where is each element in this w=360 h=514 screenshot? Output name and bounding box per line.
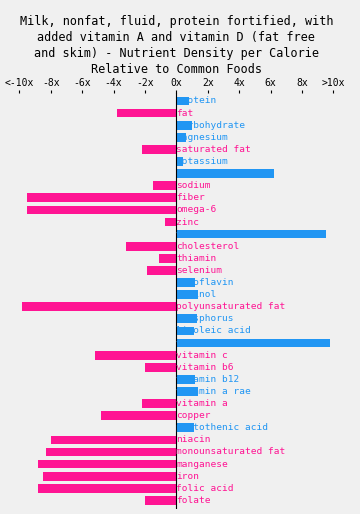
Bar — [176, 424, 194, 432]
Text: pantothenic acid: pantothenic acid — [176, 423, 269, 432]
Text: saturated fat: saturated fat — [176, 145, 251, 154]
Text: zinc: zinc — [176, 217, 199, 227]
Bar — [176, 121, 192, 130]
Text: calcium: calcium — [176, 169, 217, 178]
Text: omega-6: omega-6 — [176, 206, 217, 214]
Text: linoleic acid: linoleic acid — [176, 326, 251, 336]
Text: folic acid: folic acid — [176, 484, 234, 493]
Bar — [142, 145, 176, 154]
Text: copper: copper — [176, 411, 211, 420]
Bar — [117, 109, 176, 118]
Text: folate: folate — [176, 496, 211, 505]
Bar — [176, 375, 195, 384]
Bar — [176, 157, 183, 166]
Text: fiber: fiber — [176, 193, 205, 203]
Text: protein: protein — [176, 97, 217, 105]
Bar — [176, 97, 189, 105]
Text: selenium: selenium — [176, 266, 222, 275]
Text: magnesium: magnesium — [176, 133, 228, 142]
Bar — [176, 230, 326, 238]
Text: iron: iron — [176, 472, 199, 481]
Bar — [126, 242, 176, 251]
Bar — [27, 193, 176, 202]
Text: phosphorus: phosphorus — [176, 315, 234, 323]
Bar — [176, 290, 198, 299]
Bar — [153, 181, 176, 190]
Text: niacin: niacin — [176, 435, 211, 445]
Bar — [101, 411, 176, 420]
Text: sodium: sodium — [176, 181, 211, 190]
Text: thiamin: thiamin — [176, 254, 217, 263]
Text: monounsaturated fat: monounsaturated fat — [176, 448, 285, 456]
Bar — [38, 484, 176, 492]
Bar — [145, 496, 176, 505]
Text: fat: fat — [176, 108, 194, 118]
Bar — [176, 315, 197, 323]
Bar — [176, 169, 274, 178]
Text: vitamin b6: vitamin b6 — [176, 363, 234, 372]
Bar — [176, 339, 330, 347]
Bar — [95, 351, 176, 359]
Text: retinol: retinol — [176, 290, 217, 299]
Text: vitamin d: vitamin d — [176, 230, 228, 238]
Text: cholesterol: cholesterol — [176, 242, 240, 251]
Text: vitamin d d2 and d3: vitamin d d2 and d3 — [176, 339, 285, 347]
Text: vitamin a rae: vitamin a rae — [176, 387, 251, 396]
Bar — [176, 326, 194, 335]
Text: polyunsaturated fat: polyunsaturated fat — [176, 302, 285, 311]
Bar — [43, 472, 176, 481]
Text: vitamin a: vitamin a — [176, 399, 228, 408]
Bar — [46, 448, 176, 456]
Bar — [165, 217, 176, 226]
Bar — [22, 302, 176, 311]
Text: manganese: manganese — [176, 460, 228, 469]
Bar — [176, 278, 195, 287]
Bar — [159, 254, 176, 263]
Text: vitamin b12: vitamin b12 — [176, 375, 240, 384]
Bar — [38, 460, 176, 468]
Bar — [27, 206, 176, 214]
Bar — [145, 363, 176, 372]
Bar — [142, 399, 176, 408]
Text: vitamin c: vitamin c — [176, 351, 228, 360]
Text: riboflavin: riboflavin — [176, 278, 234, 287]
Bar — [51, 435, 176, 444]
Text: potassium: potassium — [176, 157, 228, 166]
Bar — [147, 266, 176, 275]
Bar — [176, 133, 186, 142]
Title: Milk, nonfat, fluid, protein fortified, with
added vitamin A and vitamin D (fat : Milk, nonfat, fluid, protein fortified, … — [20, 15, 333, 76]
Text: carbohydrate: carbohydrate — [176, 121, 246, 130]
Bar — [176, 387, 198, 396]
